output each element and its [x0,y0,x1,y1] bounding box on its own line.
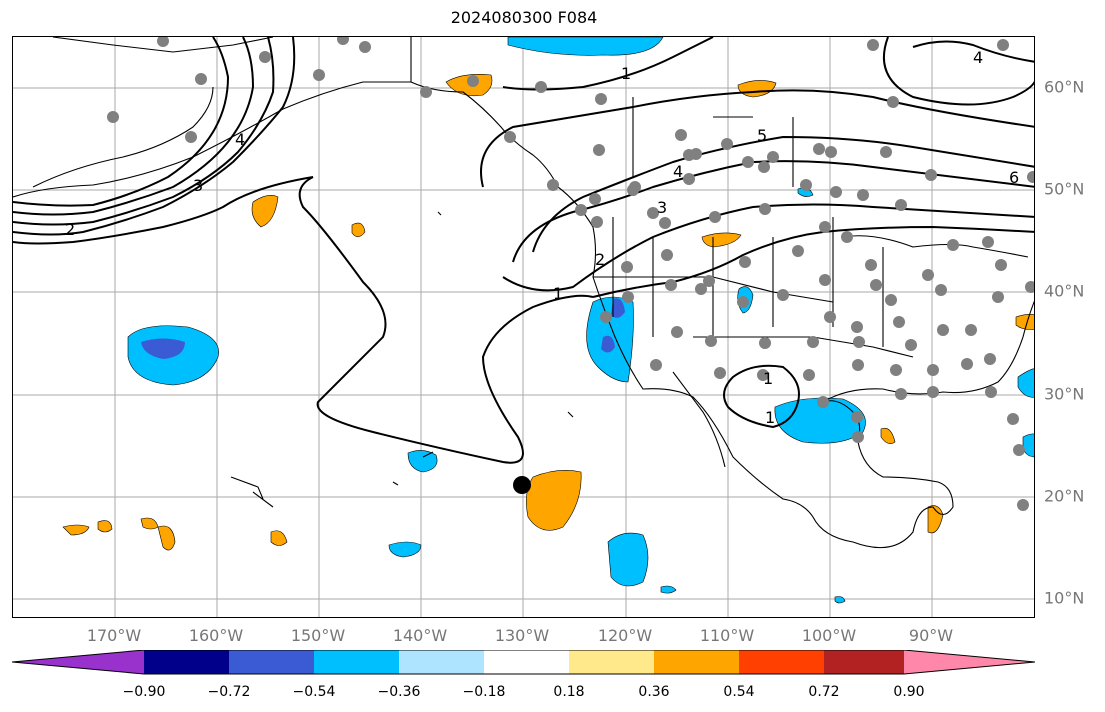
contour-label: 1 [553,284,563,303]
colorbar-bin [824,650,904,674]
colorbar-min-extend [12,650,144,674]
colorbar-bin [399,650,484,674]
contour-label: 4 [235,130,245,149]
colorbar-tick: −0.18 [462,684,506,700]
positive-anomaly-patches [62,74,1034,551]
lat-label: 40°N [1044,281,1085,301]
lon-label: 100°W [801,626,857,645]
colorbar-bin [314,650,399,674]
colorbar-tick: 0.90 [893,684,925,700]
colorbar-tick: 0.54 [723,684,755,700]
contour-label: 4 [973,48,983,67]
lon-label: 170°W [86,626,142,645]
contour-label: 2 [595,250,605,269]
colorbar-bin [484,650,569,674]
lon-label: 140°W [392,626,448,645]
lon-label: 120°W [597,626,653,645]
contour-label: 5 [757,126,767,145]
reference-point-marker [513,476,531,494]
lon-label: 130°W [494,626,550,645]
lon-label: 90°W [908,626,954,645]
lon-label: 110°W [699,626,755,645]
colorbar-tick: 0.72 [808,684,840,700]
lat-label: 30°N [1044,384,1085,404]
contour-label: 3 [193,176,203,195]
contour-label: 2 [65,220,75,239]
colorbar-tick: −0.72 [207,684,251,700]
contour-label: 6 [1009,168,1019,187]
contour-label-layer: 1 1 1 1 2 2 3 3 4 4 4 5 6 [65,48,1019,427]
colorbar-tick: 0.36 [638,684,670,700]
lat-label: 20°N [1044,486,1085,506]
lon-label: 160°W [188,626,244,645]
map-canvas: 1 1 1 1 2 2 3 3 4 4 4 5 6 [13,37,1034,617]
colorbar-tick: −0.54 [292,684,336,700]
station-markers [107,37,1034,511]
colorbar-tick: 0.18 [553,684,585,700]
colorbar [12,650,1035,675]
map-panel: 1 1 1 1 2 2 3 3 4 4 4 5 6 [12,36,1035,618]
coastlines [13,37,1034,549]
colorbar-bin [654,650,739,674]
contour-label: 1 [765,408,775,427]
lat-label: 60°N [1044,77,1085,97]
colorbar-bin [739,650,824,674]
colorbar-bin [229,650,314,674]
colorbar-tick: −0.36 [377,684,421,700]
colorbar-tick: −0.90 [122,684,166,700]
colorbar-bin [569,650,654,674]
contour-label: 3 [657,198,667,217]
colorbar-max-extend [904,650,1035,674]
contour-label: 1 [763,369,773,388]
contour-lines [13,37,1034,464]
lon-label: 150°W [290,626,346,645]
contour-label: 1 [621,64,631,83]
lat-label: 50°N [1044,179,1085,199]
lat-label: 10°N [1044,588,1085,608]
contour-label: 4 [673,162,683,181]
map-title: 2024080300 F084 [450,8,598,27]
colorbar-bin [144,650,229,674]
